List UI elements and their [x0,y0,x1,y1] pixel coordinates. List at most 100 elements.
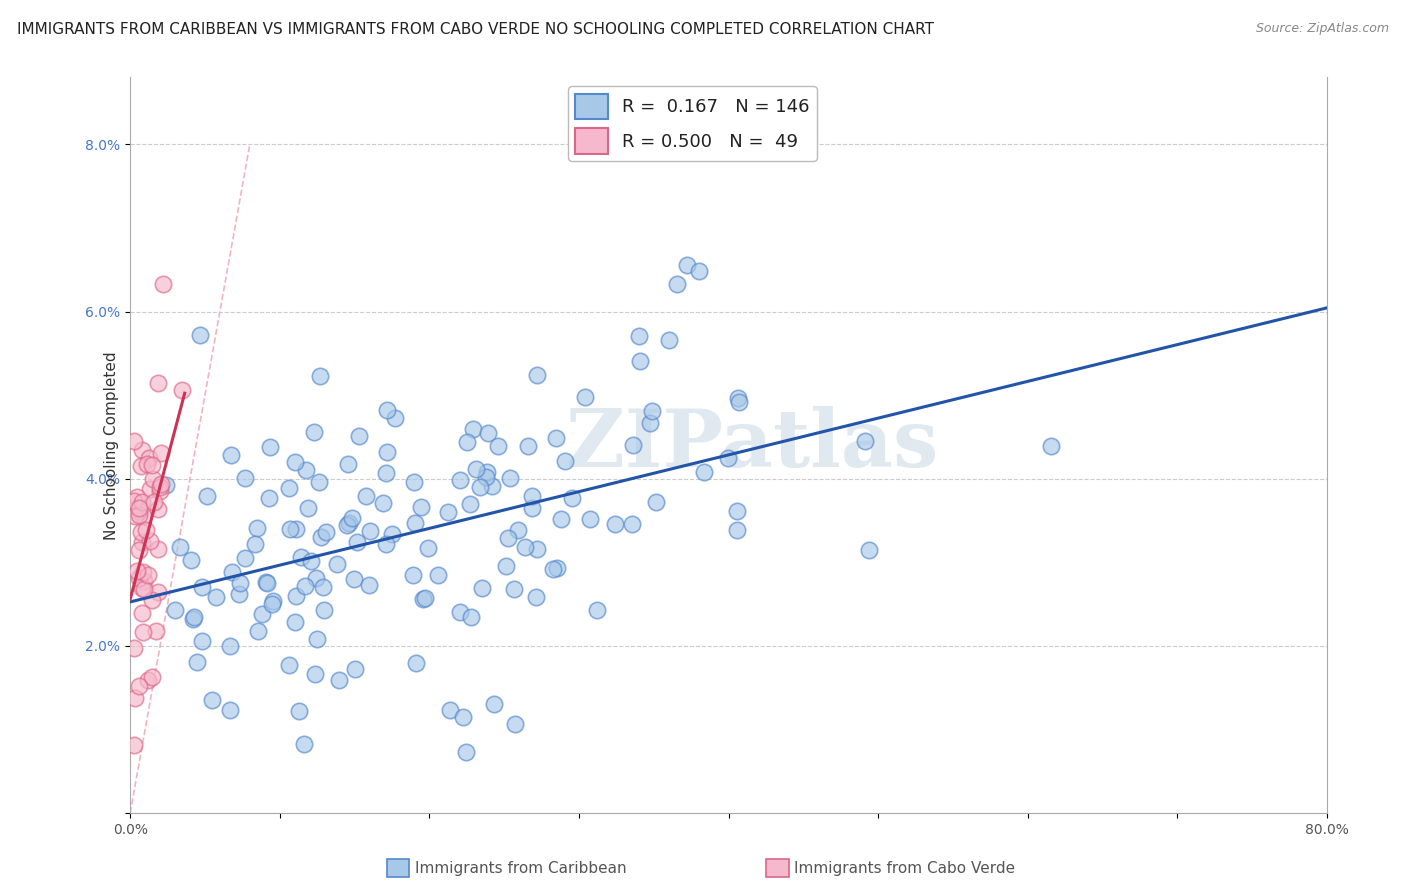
Point [228,587,250,601]
Point [359,524,381,539]
Point [246,624,269,638]
Point [122,434,145,449]
Point [307,632,329,646]
Point [375,536,398,550]
Point [475,469,498,483]
Point [188,327,211,342]
Point [124,493,146,508]
Point [477,425,499,440]
Point [727,392,749,406]
Point [456,434,478,449]
Point [128,679,150,693]
Point [169,540,191,554]
Point [297,501,319,516]
Point [150,476,173,491]
Point [278,481,301,495]
Point [131,606,153,620]
Point [506,523,529,537]
Point [141,671,163,685]
Point [449,605,471,619]
Point [574,390,596,404]
Point [658,333,681,347]
Point [354,489,377,503]
Point [139,483,162,497]
Point [526,368,548,383]
Point [305,571,328,585]
Point [498,531,520,545]
Point [439,703,461,717]
Point [579,512,602,526]
Point [146,502,169,516]
Point [124,738,146,752]
Point [134,582,156,596]
Point [638,416,661,430]
Point [201,693,224,707]
Point [471,582,494,596]
Point [328,673,350,688]
Point [546,561,568,575]
Point [347,429,370,443]
Point [688,264,710,278]
Point [458,497,481,511]
Point [456,745,478,759]
Point [375,402,398,417]
Point [449,473,471,487]
Point [205,590,228,604]
Point [346,534,368,549]
Y-axis label: No Schooling Completed: No Schooling Completed [104,351,120,540]
Text: Immigrants from Caribbean: Immigrants from Caribbean [415,862,627,876]
Point [374,466,396,480]
Point [131,494,153,508]
Point [644,495,666,509]
Point [128,508,150,523]
Text: ZIPatlas: ZIPatlas [567,406,939,484]
Point [299,554,322,568]
Point [621,438,644,452]
Point [172,384,194,398]
Point [132,566,155,580]
Point [219,703,242,717]
Point [131,535,153,549]
Point [522,500,544,515]
Point [125,564,148,578]
Point [149,484,172,499]
Point [131,443,153,458]
Point [134,574,156,588]
Point [136,567,159,582]
Point [142,472,165,486]
Point [233,471,256,485]
Point [481,479,503,493]
Point [477,465,499,479]
Point [409,500,432,515]
Point [404,516,426,531]
Point [311,531,333,545]
Point [725,523,748,537]
Point [402,567,425,582]
Text: Source: ZipAtlas.com: Source: ZipAtlas.com [1256,22,1389,36]
Point [628,329,651,343]
Point [145,624,167,638]
Point [150,445,173,459]
Point [373,496,395,510]
Point [641,404,664,418]
Point [468,480,491,494]
Point [416,541,439,556]
Point [620,516,643,531]
Point [259,440,281,454]
Point [245,537,267,551]
Point [181,612,204,626]
Point [143,495,166,509]
Point [692,465,714,479]
Point [256,575,278,590]
Point [292,737,315,751]
Point [586,603,609,617]
Point [561,491,583,505]
Point [405,657,427,671]
Point [302,425,325,440]
Point [131,509,153,524]
Point [128,571,150,585]
Point [413,591,436,605]
Point [342,572,364,586]
Point [284,522,307,536]
Point [288,704,311,718]
